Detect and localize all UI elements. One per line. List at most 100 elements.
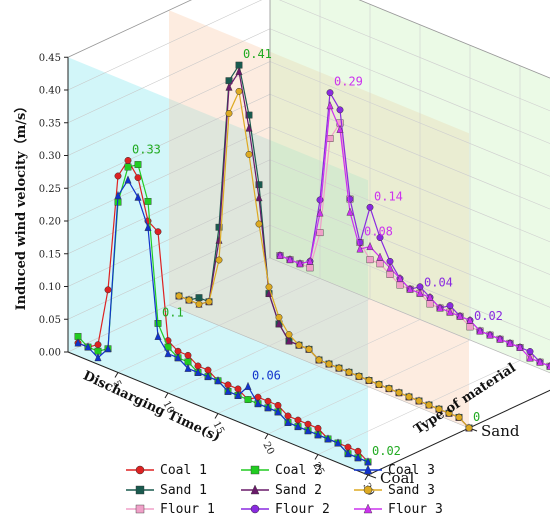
data-point <box>426 292 434 301</box>
data-point <box>366 241 374 251</box>
data-point <box>134 174 142 182</box>
data-point <box>154 320 162 327</box>
data-label: 0.02 <box>372 444 401 458</box>
z-tick-label: 0.35 <box>39 118 61 129</box>
floor-line-x <box>217 319 421 414</box>
data-point <box>250 484 260 495</box>
data-point <box>225 110 233 117</box>
category-label-coal: Coal <box>380 469 414 487</box>
legend-label: Sand 3 <box>388 483 435 498</box>
data-point <box>376 260 384 268</box>
data-point <box>74 338 82 347</box>
data-point <box>255 181 263 189</box>
data-point <box>235 66 243 76</box>
data-point <box>235 87 243 95</box>
data-point <box>184 351 192 359</box>
data-point <box>84 342 92 351</box>
data-point <box>205 298 213 306</box>
data-point <box>526 353 534 362</box>
data-point <box>154 228 162 236</box>
legend-label: Sand 1 <box>160 483 207 498</box>
data-point <box>306 256 314 265</box>
data-point <box>244 381 252 390</box>
grid-line-z <box>67 159 271 255</box>
data-label: 0.1 <box>162 305 184 319</box>
legend-label: Coal 2 <box>275 463 322 478</box>
data-point <box>386 271 394 278</box>
data-point <box>194 367 202 376</box>
floor-line-x <box>267 339 471 435</box>
data-point <box>326 135 334 142</box>
floor-line-x <box>117 278 321 373</box>
z-tick-label: 0.25 <box>39 184 61 195</box>
series-flour-3 <box>276 101 550 370</box>
legend-item: Coal 2 <box>241 463 322 478</box>
data-point <box>325 360 333 368</box>
floor-line-x <box>67 257 271 353</box>
z-tick-label: 0.10 <box>39 282 61 293</box>
data-point <box>306 264 314 272</box>
data-point <box>426 300 434 308</box>
data-label: 0.14 <box>374 189 403 203</box>
data-point <box>295 341 303 349</box>
data-point <box>375 381 383 388</box>
z-tick-label: 0.05 <box>39 315 61 326</box>
data-point <box>255 193 263 202</box>
data-point <box>346 207 354 216</box>
data-point <box>376 252 384 261</box>
legend: Coal 1 Coal 2 Coal 3 Sand 1 Sand 2 Sand 3 Flou… <box>126 463 443 517</box>
data-point <box>344 448 352 458</box>
series-sand-3 <box>175 87 473 432</box>
series-coal-3 <box>74 175 372 466</box>
legend-item: Coal 3 <box>354 463 435 478</box>
floor-line-x <box>167 298 371 394</box>
legend-label: Sand 2 <box>275 483 322 498</box>
plane-flour <box>270 0 550 373</box>
x-tick <box>364 474 369 481</box>
x-tick <box>314 454 319 460</box>
data-point <box>365 377 373 384</box>
data-point <box>405 393 413 401</box>
data-point <box>135 465 145 475</box>
data-point <box>385 385 393 393</box>
data-point <box>316 229 324 237</box>
data-label: 0.08 <box>364 225 393 239</box>
data-point <box>135 504 145 514</box>
data-label: 0.33 <box>132 142 161 156</box>
x-tick-label: 20 <box>260 440 276 456</box>
category-label-sand: Sand <box>481 422 520 440</box>
data-point <box>496 334 504 343</box>
x-tick <box>264 433 269 440</box>
data-point <box>516 342 524 351</box>
x-tick <box>164 392 169 399</box>
data-point <box>416 288 424 297</box>
x-tick-label: 10 <box>160 399 176 415</box>
legend-label: Flour 2 <box>275 502 330 517</box>
data-point <box>285 336 293 345</box>
legend-item: Flour 3 <box>354 502 443 517</box>
y-tick <box>367 474 377 479</box>
data-point <box>245 123 253 132</box>
data-point <box>396 281 404 289</box>
data-point <box>154 331 162 340</box>
data-point <box>215 223 223 231</box>
x-tick <box>214 413 219 419</box>
data-point <box>445 409 453 417</box>
z-tick-label: 0.40 <box>39 86 61 97</box>
data-point <box>395 389 403 397</box>
annotations: 0.33 0.1 0.06 0.02 0.41 0 0.29 0.14 0.08 0.04 0.02… <box>132 47 503 458</box>
data-point <box>225 82 233 91</box>
data-point <box>355 372 363 380</box>
floor-line-x <box>317 360 521 455</box>
data-point <box>104 344 112 353</box>
data-point <box>345 368 353 376</box>
data-point <box>114 172 122 180</box>
z-tick-label: 0.15 <box>39 249 61 260</box>
data-point <box>363 503 373 514</box>
legend-label: Coal 1 <box>160 463 207 478</box>
grid-line-z <box>67 126 271 222</box>
data-point <box>204 371 212 381</box>
legend-item: Coal 1 <box>126 463 207 478</box>
data-point <box>286 254 294 264</box>
